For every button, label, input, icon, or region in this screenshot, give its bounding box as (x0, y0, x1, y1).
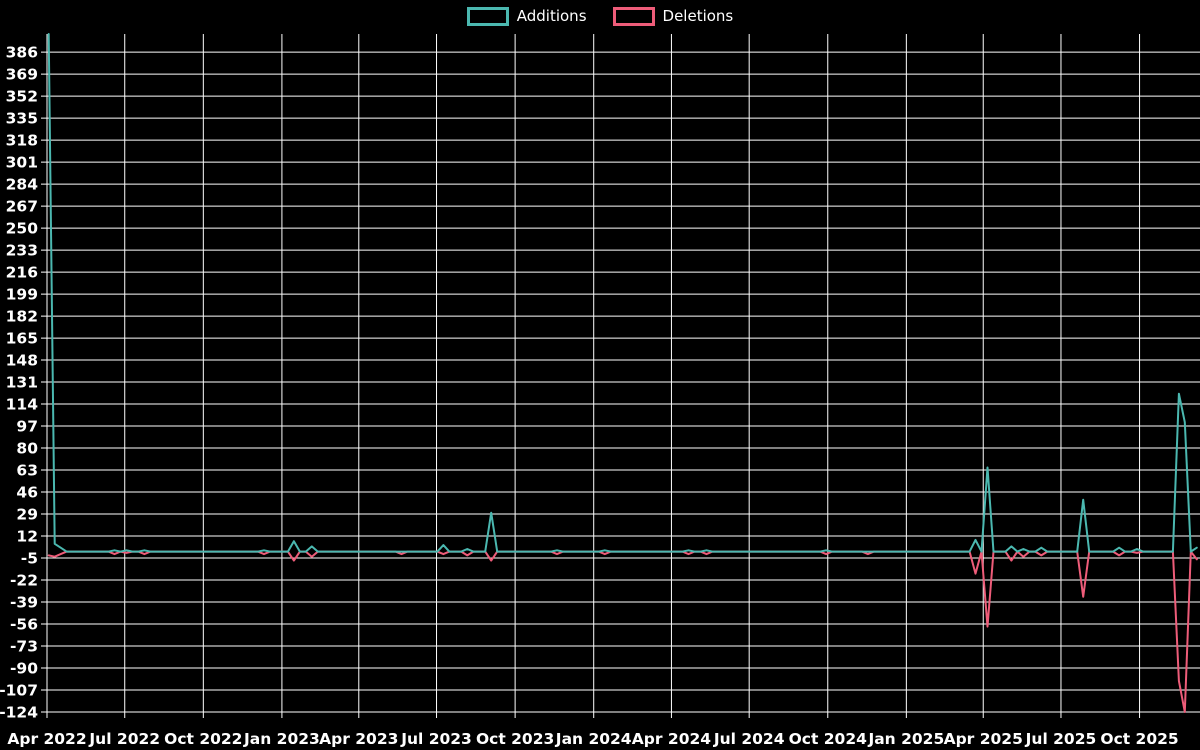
x-tick-label: Jan 2023 (243, 730, 320, 748)
y-tick-label: -90 (10, 660, 38, 678)
y-tick-label: 114 (6, 396, 39, 414)
y-tick-label: 165 (6, 330, 38, 348)
y-tick-label: 284 (6, 176, 39, 194)
y-tick-label: 182 (6, 308, 38, 326)
x-tick-label: Jul 2022 (88, 730, 160, 748)
y-tick-label: 250 (6, 220, 39, 238)
x-tick-label: Jan 2025 (867, 730, 944, 748)
y-tick-label: 352 (6, 88, 38, 106)
deletions-line (47, 550, 1198, 713)
y-tick-label: 233 (6, 242, 38, 260)
y-axis-tick-labels: -124 -107 -90 -73 -56 -39 -22 -5 12 29 46 63 80 97 114… (0, 44, 38, 722)
data-series (47, 33, 1198, 713)
y-tick-label: -22 (10, 572, 38, 590)
y-tick-label: -5 (21, 550, 38, 568)
x-tick-label: Jul 2025 (1025, 730, 1097, 748)
y-tick-label: 29 (16, 506, 38, 524)
legend-label-deletions: Deletions (662, 7, 734, 25)
y-tick-label: -39 (10, 594, 38, 612)
y-tick-label: 131 (6, 374, 38, 392)
x-tick-label: Oct 2022 (164, 730, 242, 748)
x-tick-label: Apr 2022 (7, 730, 86, 748)
y-tick-label: 80 (16, 440, 38, 458)
x-tick-label: Apr 2024 (632, 730, 711, 748)
y-tick-label: 216 (6, 264, 38, 282)
y-tick-label: -73 (10, 638, 38, 656)
y-tick-label: 12 (16, 528, 38, 546)
y-tick-label: 335 (6, 110, 38, 128)
chart-legend: Additions Deletions (0, 7, 1200, 26)
x-tick-label: Oct 2025 (1100, 730, 1178, 748)
y-tick-label: 267 (6, 198, 38, 216)
legend-item-deletions[interactable]: Deletions (612, 7, 734, 26)
x-tick-label: Oct 2024 (789, 730, 868, 748)
x-tick-label: Apr 2025 (944, 730, 1023, 748)
y-tick-label: -124 (0, 704, 38, 722)
y-gridlines (41, 51, 1200, 713)
y-tick-label: 148 (6, 352, 38, 370)
y-tick-label: 301 (6, 154, 38, 172)
x-axis-tick-labels: Apr 2022 Jul 2022 Oct 2022 Jan 2023 Apr 2023… (7, 730, 1178, 748)
x-tick-label: Oct 2023 (476, 730, 554, 748)
legend-label-additions: Additions (516, 7, 587, 25)
y-tick-label: 63 (16, 462, 38, 480)
x-tick-label: Jul 2023 (400, 730, 472, 748)
x-tick-label: Jan 2024 (555, 730, 632, 748)
y-tick-label: -107 (0, 682, 38, 700)
x-gridlines (46, 34, 1141, 718)
x-tick-label: Jul 2024 (713, 730, 785, 748)
y-tick-label: 97 (16, 418, 38, 436)
y-tick-label: -56 (10, 616, 38, 634)
y-tick-label: 318 (6, 132, 38, 150)
additions-swatch-icon (466, 7, 509, 26)
legend-item-additions[interactable]: Additions (466, 7, 587, 26)
x-tick-label: Apr 2023 (319, 730, 398, 748)
y-tick-label: 199 (6, 286, 38, 304)
deletions-swatch-icon (612, 7, 655, 26)
additions-line (47, 33, 1198, 553)
y-tick-label: 386 (6, 44, 38, 62)
y-tick-label: 46 (16, 484, 38, 502)
y-tick-label: 369 (6, 66, 38, 84)
